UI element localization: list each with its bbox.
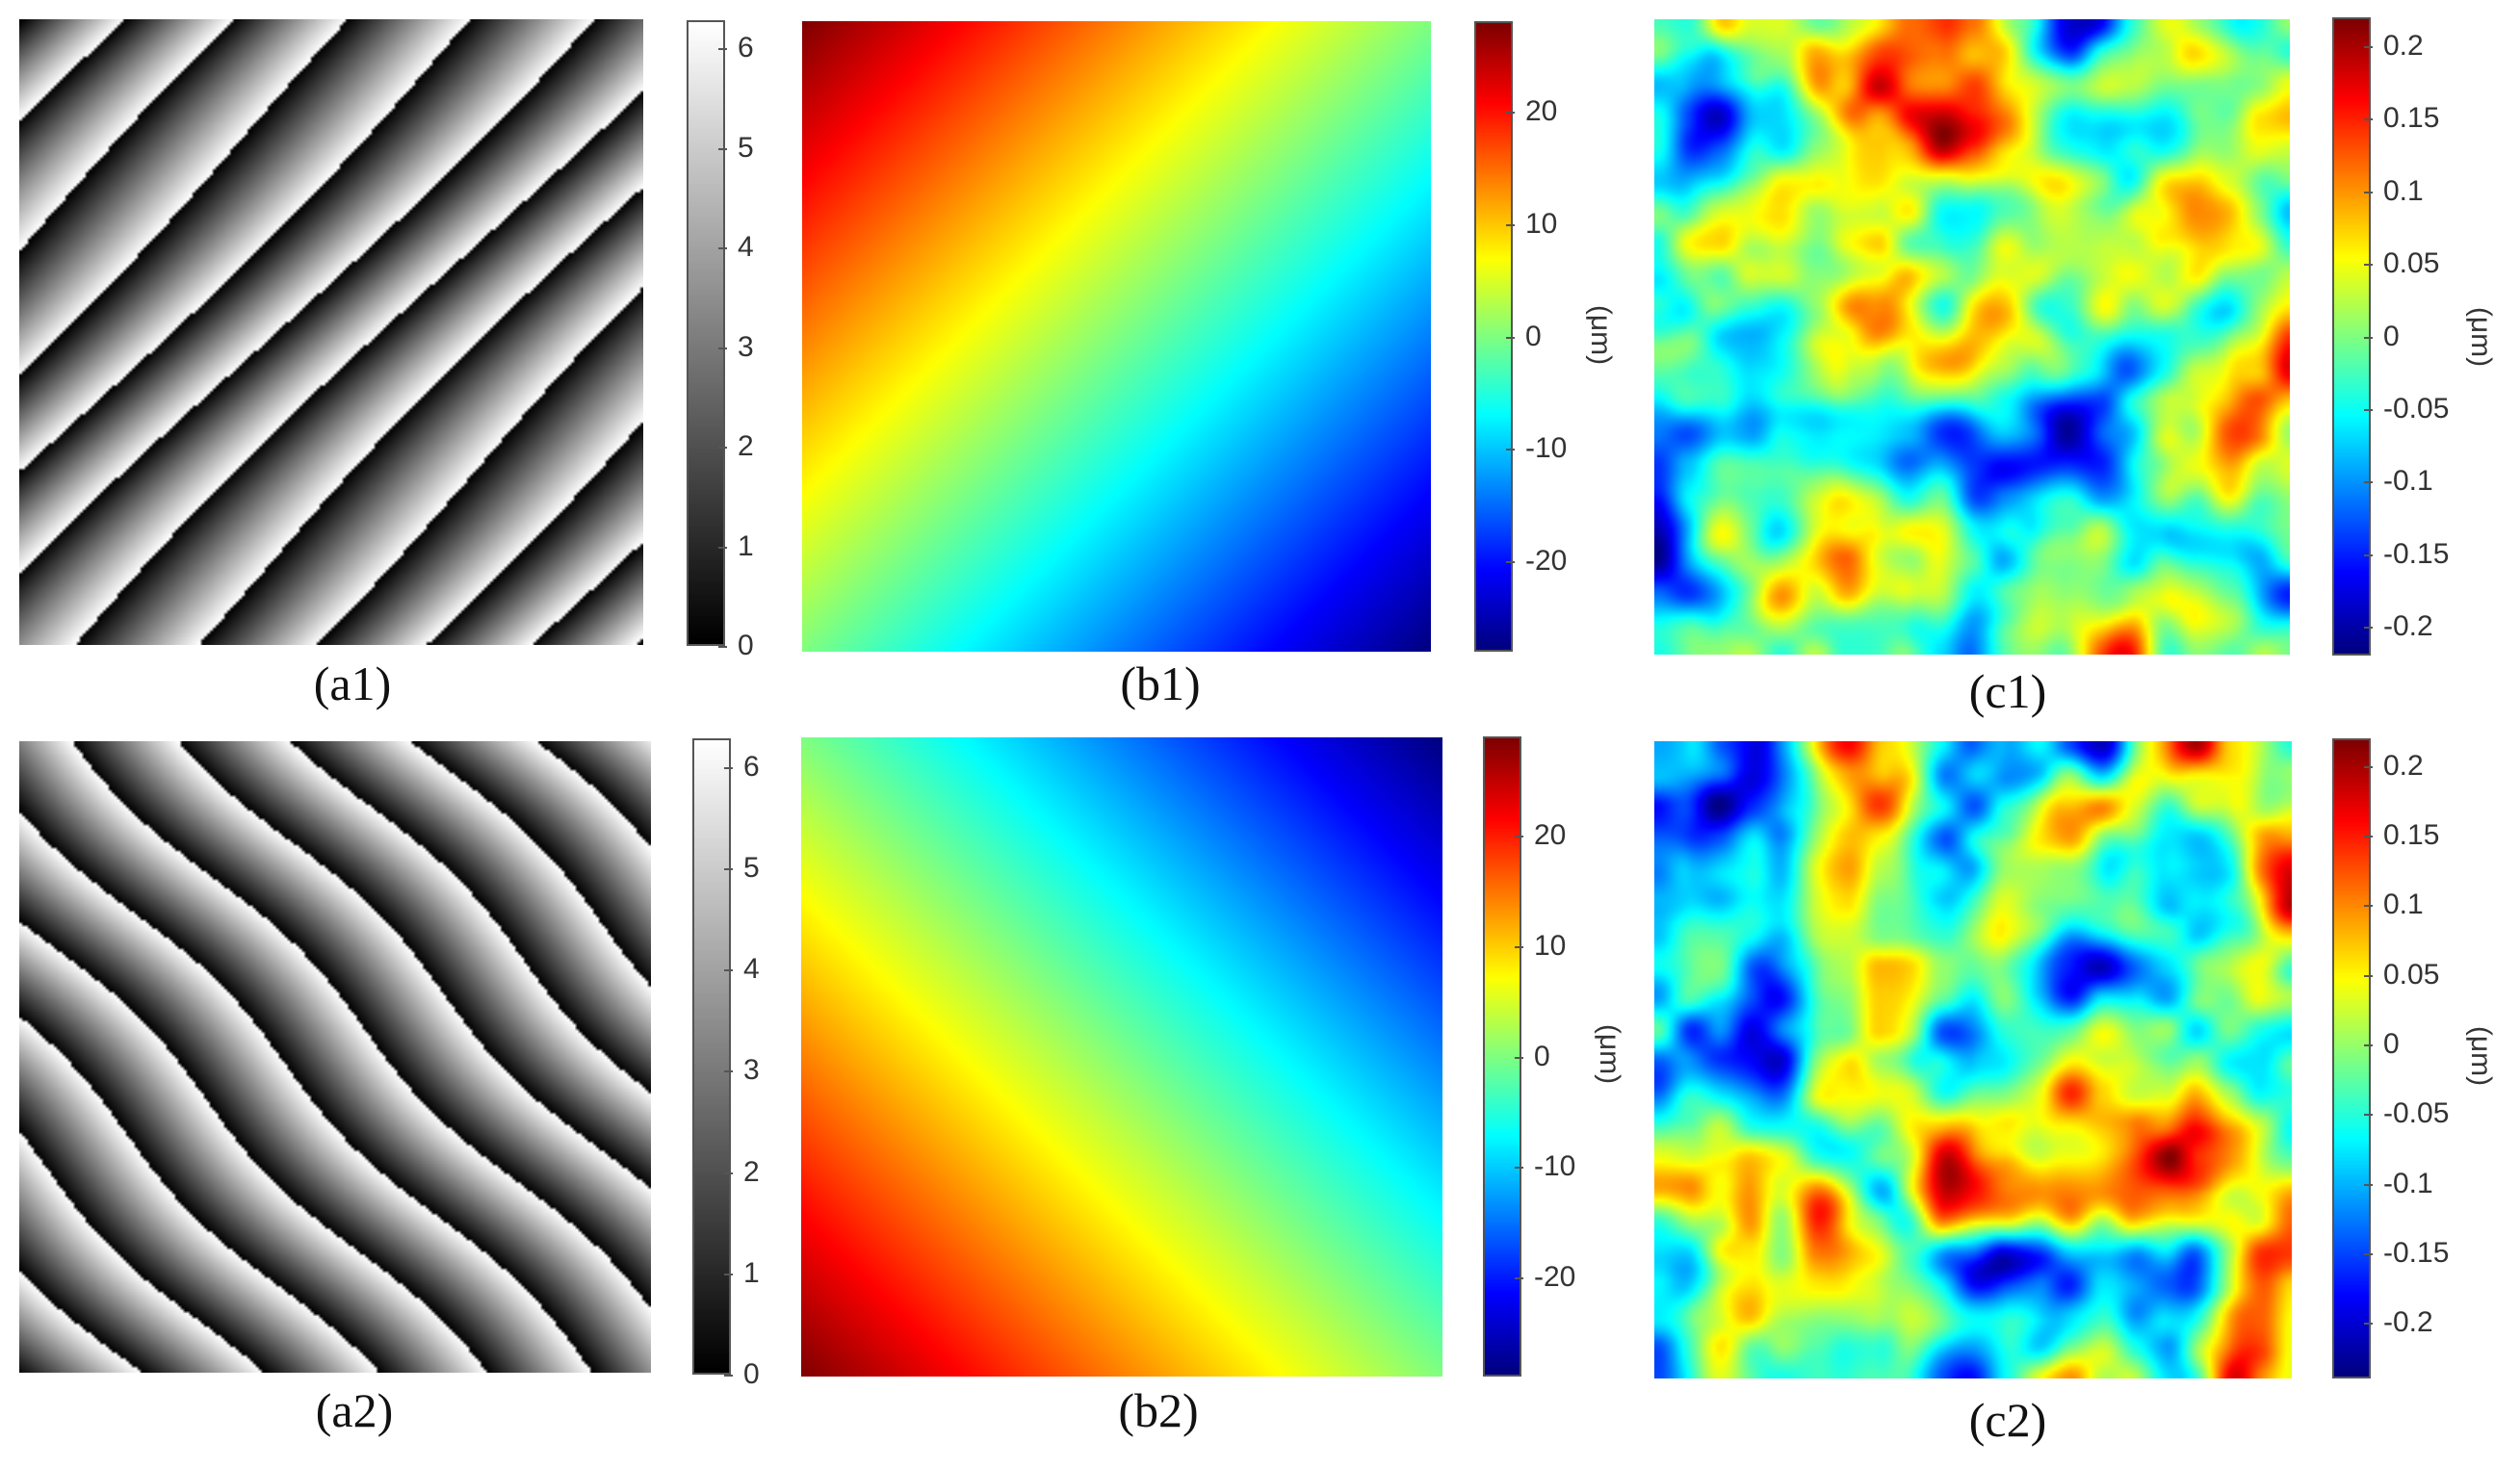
colorbar-tick-label: -0.15 bbox=[2363, 1236, 2450, 1269]
residual-surface-map-c2 bbox=[1654, 741, 2292, 1378]
colorbar-a2-ticks: 6 5 4 3 2 1 0 bbox=[724, 738, 801, 1389]
colorbar-tick-label: 3 bbox=[718, 330, 754, 363]
caption-b1: (b1) bbox=[1120, 657, 1201, 710]
colorbar-tick-label: 0 bbox=[724, 1358, 760, 1390]
colorbar-tick-label: -0.2 bbox=[2364, 609, 2433, 642]
colorbar-tick-label: 2 bbox=[724, 1155, 760, 1188]
colorbar-tick-label: -20 bbox=[1505, 545, 1568, 578]
colorbar-c2 bbox=[2332, 738, 2371, 1378]
colorbar-tick-label: 0 bbox=[2364, 1028, 2400, 1061]
caption-a1: (a1) bbox=[313, 657, 392, 710]
colorbar-b2-ticks: 20 10 0 -10 -20 bbox=[1514, 736, 1601, 1377]
colorbar-tick-label: -0.05 bbox=[2363, 1097, 2450, 1130]
colorbar-tick-label: 0.05 bbox=[2363, 247, 2440, 280]
colorbar-tick-label: 5 bbox=[724, 851, 760, 884]
colorbar-tick-label: -0.1 bbox=[2364, 465, 2433, 498]
tilt-plane-map-b1 bbox=[802, 21, 1431, 652]
colorbar-tick-label: -10 bbox=[1505, 432, 1568, 465]
caption-c2: (c2) bbox=[1968, 1393, 2047, 1447]
colorbar-tick-label: 0.2 bbox=[2364, 749, 2424, 782]
colorbar-tick-label: 1 bbox=[718, 529, 754, 562]
colorbar-b2-unit: (μm) bbox=[1594, 1023, 1626, 1085]
colorbar-tick-label: 4 bbox=[718, 231, 754, 264]
colorbar-b1-ticks: 20 10 0 -10 -20 bbox=[1505, 21, 1593, 652]
colorbar-c1 bbox=[2332, 17, 2371, 656]
colorbar-tick-label: 0 bbox=[1506, 320, 1542, 352]
colorbar-b1-unit: (μm) bbox=[1585, 304, 1618, 366]
colorbar-tick-label: 0 bbox=[2364, 320, 2400, 352]
colorbar-tick-label: 3 bbox=[724, 1054, 760, 1087]
tilt-plane-map-b2 bbox=[801, 737, 1442, 1377]
colorbar-tick-label: -10 bbox=[1514, 1150, 1576, 1183]
colorbar-tick-label: 20 bbox=[1505, 94, 1558, 127]
wrapped-phase-map-a2 bbox=[19, 741, 651, 1373]
colorbar-tick-label: 5 bbox=[718, 131, 754, 164]
colorbar-tick-label: 0.2 bbox=[2364, 30, 2424, 63]
colorbar-tick-label: -0.1 bbox=[2364, 1167, 2433, 1199]
colorbar-tick-label: 10 bbox=[1505, 207, 1558, 240]
colorbar-c1-ticks: 0.2 0.15 0.1 0.05 0 -0.05 -0.1 -0.15 -0.2 bbox=[2363, 17, 2470, 656]
colorbar-tick-label: 6 bbox=[718, 32, 754, 64]
colorbar-b1 bbox=[1474, 21, 1513, 652]
colorbar-b2 bbox=[1483, 736, 1521, 1377]
colorbar-tick-label: 1 bbox=[724, 1256, 760, 1289]
colorbar-tick-label: -0.05 bbox=[2363, 392, 2450, 425]
colorbar-tick-label: 0 bbox=[718, 630, 754, 661]
colorbar-tick-label: 6 bbox=[724, 750, 760, 783]
colorbar-tick-label: 20 bbox=[1514, 819, 1567, 852]
colorbar-tick-label: 0 bbox=[1515, 1040, 1550, 1072]
colorbar-tick-label: 0.15 bbox=[2363, 102, 2440, 135]
colorbar-tick-label: 0.1 bbox=[2364, 889, 2424, 921]
wrapped-phase-map-a1 bbox=[19, 19, 643, 645]
residual-surface-map-c1 bbox=[1654, 19, 2290, 655]
colorbar-c2-ticks: 0.2 0.15 0.1 0.05 0 -0.05 -0.1 -0.15 -0.2 bbox=[2363, 738, 2470, 1378]
colorbar-tick-label: 0.15 bbox=[2363, 819, 2440, 852]
colorbar-tick-label: 10 bbox=[1514, 929, 1567, 962]
colorbar-c1-unit: (μm) bbox=[2465, 306, 2498, 368]
caption-c1: (c1) bbox=[1968, 664, 2047, 718]
caption-a2: (a2) bbox=[315, 1383, 394, 1437]
colorbar-tick-label: 4 bbox=[724, 953, 760, 986]
caption-b2: (b2) bbox=[1118, 1383, 1199, 1437]
colorbar-a2 bbox=[692, 738, 731, 1375]
colorbar-tick-label: 2 bbox=[718, 430, 754, 463]
colorbar-c2-unit: (μm) bbox=[2465, 1025, 2498, 1087]
colorbar-a1 bbox=[687, 20, 725, 646]
colorbar-tick-label: 0.1 bbox=[2364, 174, 2424, 207]
colorbar-tick-label: -0.2 bbox=[2364, 1306, 2433, 1339]
colorbar-tick-label: -20 bbox=[1514, 1260, 1576, 1293]
colorbar-tick-label: 0.05 bbox=[2363, 958, 2440, 991]
colorbar-a1-ticks: 6 5 4 3 2 1 0 bbox=[718, 20, 795, 660]
colorbar-tick-label: -0.15 bbox=[2363, 537, 2450, 570]
